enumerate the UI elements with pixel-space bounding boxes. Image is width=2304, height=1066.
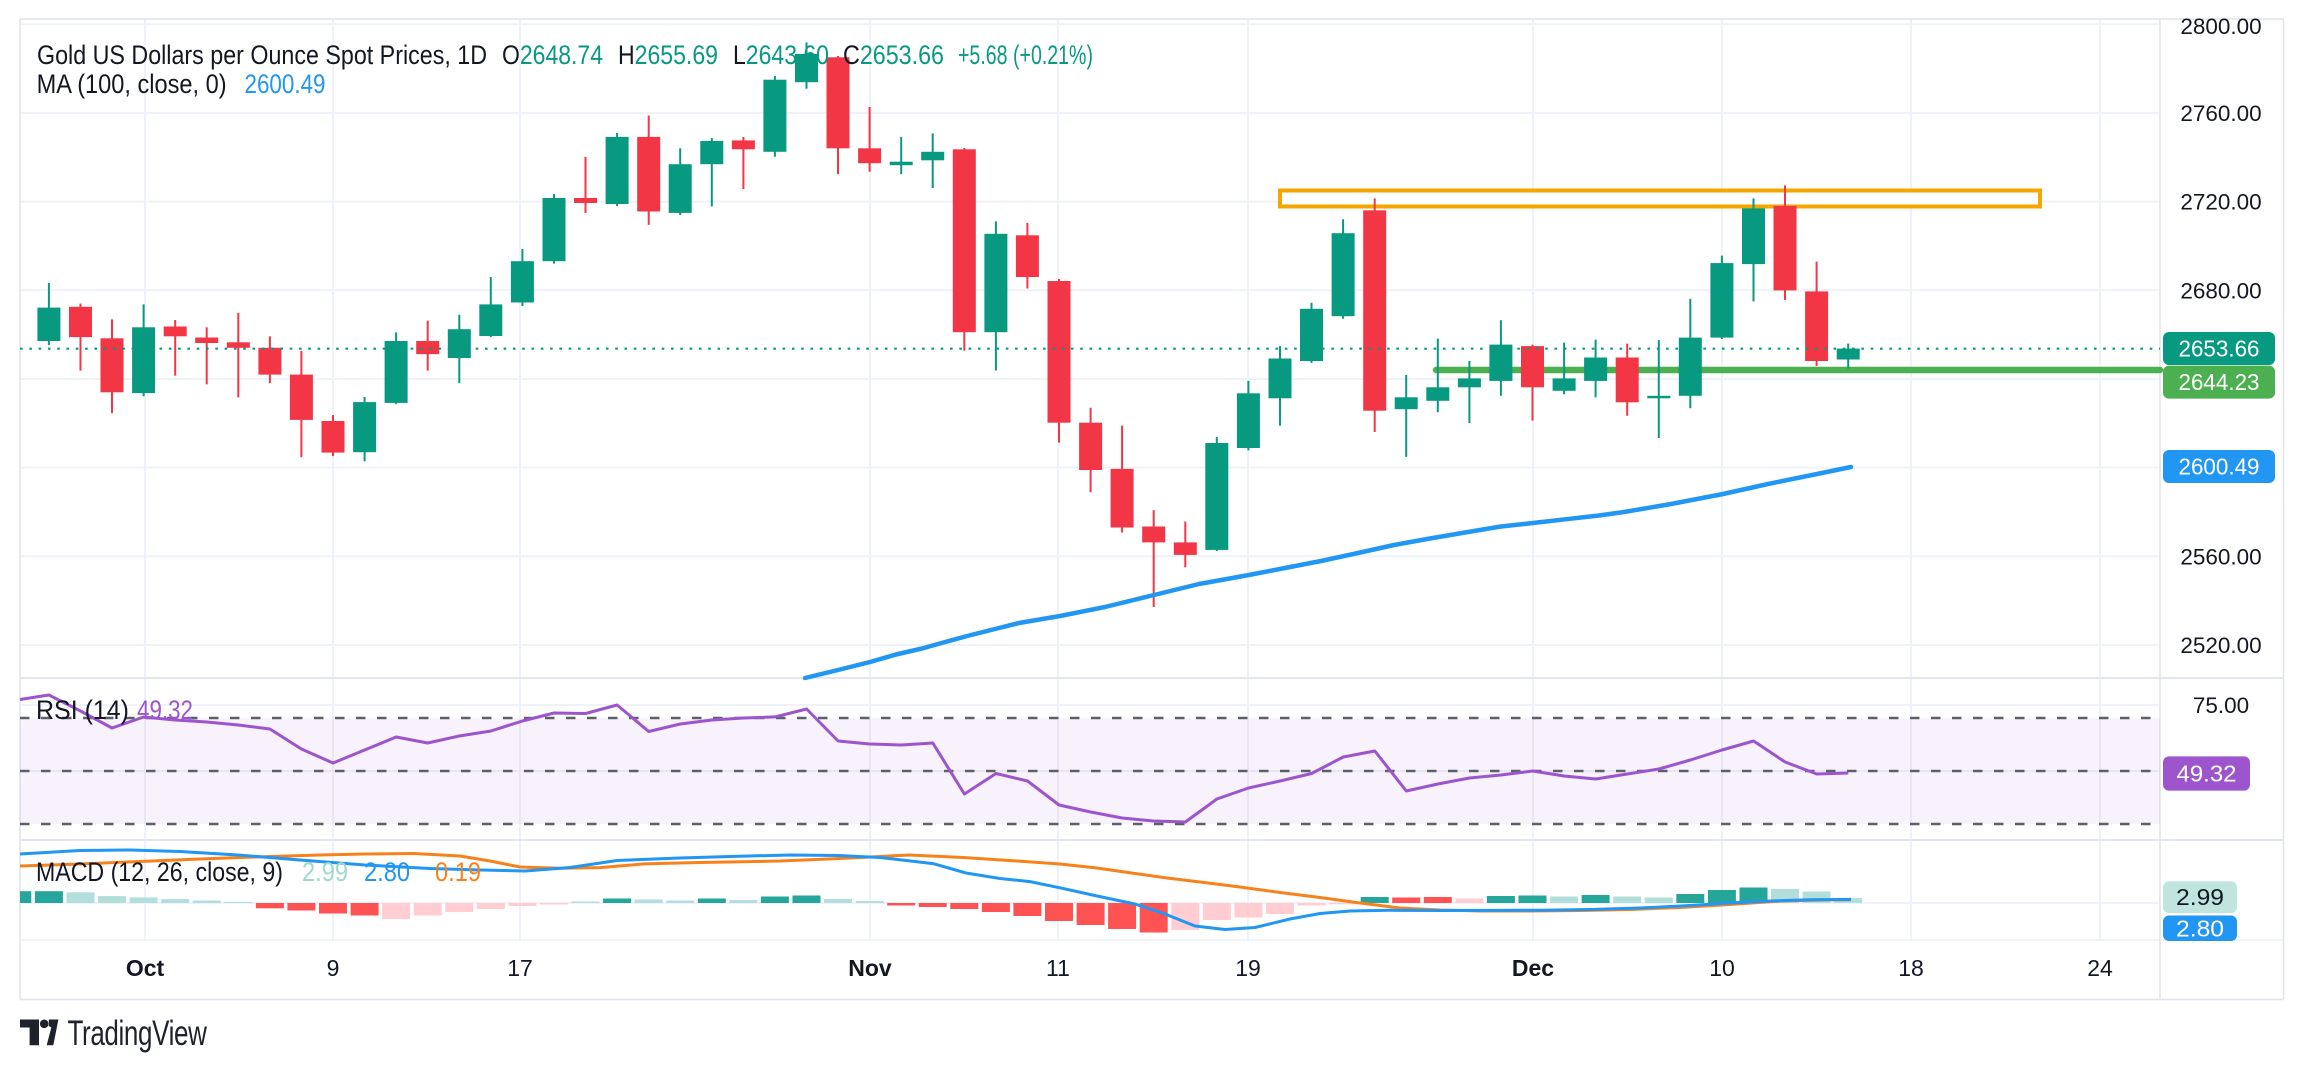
svg-text:49.32: 49.32 bbox=[2177, 761, 2237, 787]
svg-text:2600.49: 2600.49 bbox=[245, 69, 326, 99]
svg-text:RSI (14): RSI (14) bbox=[36, 695, 129, 725]
svg-text:2.80: 2.80 bbox=[2176, 915, 2224, 941]
svg-text:2653.66: 2653.66 bbox=[2179, 336, 2260, 362]
svg-text:Nov: Nov bbox=[848, 955, 892, 981]
svg-text:L2643.60: L2643.60 bbox=[733, 40, 829, 70]
svg-text:18: 18 bbox=[1898, 955, 1924, 981]
svg-text:10: 10 bbox=[1709, 955, 1735, 981]
svg-text:2644.23: 2644.23 bbox=[2179, 369, 2260, 395]
svg-text:Oct: Oct bbox=[126, 955, 165, 981]
svg-text:2.99: 2.99 bbox=[302, 857, 348, 887]
svg-text:MA (100, close, 0): MA (100, close, 0) bbox=[37, 69, 227, 99]
svg-text:H2655.69: H2655.69 bbox=[618, 40, 718, 70]
svg-text:2560.00: 2560.00 bbox=[2180, 544, 2261, 569]
svg-text:49.32: 49.32 bbox=[137, 695, 193, 725]
svg-text:2680.00: 2680.00 bbox=[2180, 278, 2261, 303]
svg-text:0.19: 0.19 bbox=[435, 857, 481, 887]
svg-text:TradingView: TradingView bbox=[68, 1014, 208, 1053]
svg-text:+5.68 (+0.21%): +5.68 (+0.21%) bbox=[958, 40, 1093, 70]
svg-text:O2648.74: O2648.74 bbox=[502, 40, 603, 70]
svg-text:17: 17 bbox=[507, 955, 533, 981]
svg-text:2.80: 2.80 bbox=[364, 857, 410, 887]
svg-text:2520.00: 2520.00 bbox=[2180, 633, 2261, 658]
svg-text:MACD (12, 26, close, 9): MACD (12, 26, close, 9) bbox=[36, 857, 283, 887]
svg-text:2720.00: 2720.00 bbox=[2180, 190, 2261, 215]
svg-text:2760.00: 2760.00 bbox=[2180, 101, 2261, 126]
svg-text:9: 9 bbox=[327, 955, 340, 981]
svg-text:C2653.66: C2653.66 bbox=[843, 40, 944, 70]
svg-text:2.99: 2.99 bbox=[2176, 884, 2224, 910]
svg-text:Dec: Dec bbox=[1512, 955, 1554, 981]
svg-text:2800.00: 2800.00 bbox=[2180, 14, 2261, 39]
svg-text:11: 11 bbox=[1046, 955, 1070, 981]
svg-text:2600.49: 2600.49 bbox=[2179, 454, 2260, 480]
svg-text:75.00: 75.00 bbox=[2193, 693, 2249, 718]
svg-text:24: 24 bbox=[2087, 955, 2113, 981]
svg-text:19: 19 bbox=[1235, 955, 1261, 981]
svg-text:Gold US Dollars per Ounce Spot: Gold US Dollars per Ounce Spot Prices, 1… bbox=[37, 40, 487, 70]
